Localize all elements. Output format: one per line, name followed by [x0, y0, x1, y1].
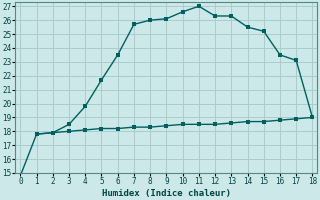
- X-axis label: Humidex (Indice chaleur): Humidex (Indice chaleur): [102, 189, 231, 198]
